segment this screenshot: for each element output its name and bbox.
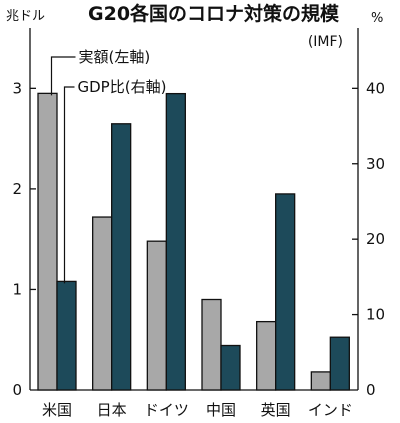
legend: 実額(左軸) GDP比(右軸) bbox=[50, 48, 167, 284]
x-category-label: インド bbox=[308, 401, 353, 419]
y-left-tick-label: 0 bbox=[12, 381, 22, 399]
y-right-tick-label: 0 bbox=[366, 381, 376, 399]
y-left-ticks: 0 1 2 3 bbox=[12, 79, 36, 399]
chart-title: G20各国のコロナ対策の規模 bbox=[88, 2, 340, 25]
bar-amount bbox=[256, 320, 277, 391]
bars bbox=[37, 92, 350, 391]
chart-source: (IMF) bbox=[308, 34, 343, 50]
bar-gdp-ratio bbox=[275, 193, 296, 391]
y-right-tick-label: 20 bbox=[366, 230, 385, 248]
legend-gdp-ratio: GDP比(右軸) bbox=[78, 78, 167, 96]
y-right-tick-label: 30 bbox=[366, 155, 385, 173]
bar-amount bbox=[146, 240, 167, 391]
x-category-label: ドイツ bbox=[144, 401, 189, 419]
bar-gdp-ratio bbox=[220, 344, 241, 391]
bar-gdp-ratio bbox=[56, 280, 77, 391]
bar-amount bbox=[37, 92, 58, 391]
x-category-label: 英国 bbox=[261, 401, 291, 419]
y-right-unit: % bbox=[371, 11, 383, 26]
y-left-tick-label: 2 bbox=[12, 180, 22, 198]
bar-amount bbox=[310, 371, 331, 391]
bar-gdp-ratio bbox=[329, 336, 350, 391]
y-left-tick-label: 1 bbox=[12, 280, 22, 298]
bar-gdp-ratio bbox=[165, 92, 186, 391]
y-right-tick-label: 10 bbox=[366, 306, 385, 324]
legend-amount: 実額(左軸) bbox=[79, 48, 151, 66]
x-category-label: 米国 bbox=[42, 401, 72, 419]
legend-leader-amount bbox=[50, 56, 76, 96]
bar-amount bbox=[92, 216, 113, 391]
bar-amount bbox=[201, 298, 222, 391]
y-right-ticks: 0 10 20 30 40 bbox=[352, 79, 385, 399]
y-left-unit: 兆ドル bbox=[6, 9, 45, 24]
bar-gdp-ratio bbox=[111, 123, 132, 391]
y-right-tick-label: 40 bbox=[366, 79, 385, 97]
y-left-tick-label: 3 bbox=[12, 79, 22, 97]
x-category-label: 日本 bbox=[97, 401, 127, 419]
x-category-label: 中国 bbox=[206, 401, 236, 419]
x-category-labels: 米国 日本 ドイツ 中国 英国 インド bbox=[42, 401, 353, 419]
legend-leader-gdp-ratio bbox=[63, 86, 75, 284]
